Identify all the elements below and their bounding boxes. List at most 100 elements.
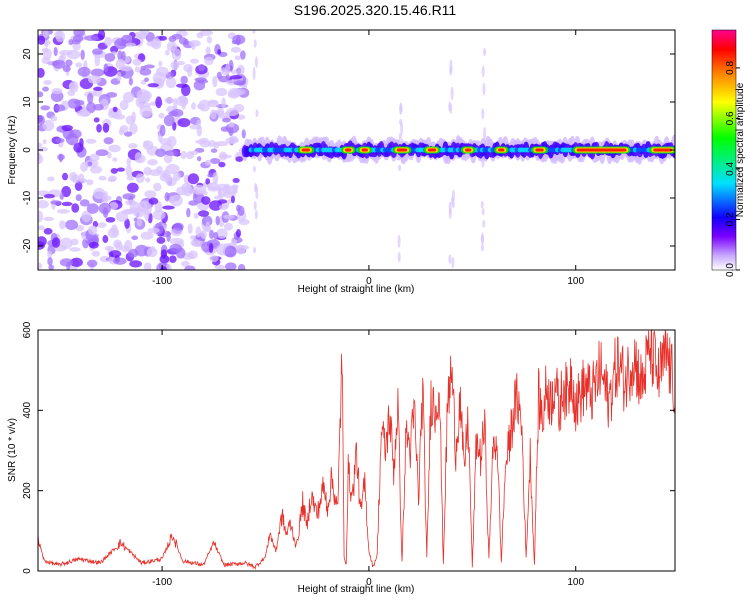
peak-core	[427, 148, 437, 152]
noise-blob	[43, 194, 55, 199]
noise-blob	[47, 250, 53, 258]
noise-streak	[252, 165, 256, 173]
noise-blob	[77, 66, 91, 77]
noise-blob	[73, 30, 85, 37]
noise-blob	[75, 224, 85, 232]
noise-streak	[397, 234, 401, 248]
noise-blob	[125, 165, 133, 177]
colorbar-tick-label: 0.6	[725, 111, 736, 125]
colorbar-tick-label: 0.2	[725, 212, 736, 226]
noise-blob	[165, 77, 177, 89]
noise-streak	[255, 109, 259, 118]
noise-blob	[96, 123, 102, 133]
noise-blob	[68, 38, 74, 46]
noise-blob	[152, 71, 167, 84]
snr-series	[38, 330, 675, 571]
noise-streak	[481, 208, 485, 216]
noise-blob	[204, 56, 214, 66]
noise-blob	[43, 227, 53, 235]
noise-blob	[42, 139, 47, 145]
noise-blob	[122, 91, 135, 103]
noise-blob	[148, 197, 159, 205]
noise-blob	[235, 156, 244, 162]
noise-blob	[155, 96, 163, 109]
noise-blob	[162, 205, 175, 210]
peak-core	[498, 148, 505, 152]
noise-blob	[131, 235, 139, 241]
noise-blob	[209, 158, 221, 165]
noise-streak	[254, 209, 258, 220]
noise-blob	[89, 153, 100, 162]
noise-blob	[38, 153, 44, 165]
noise-blob	[51, 88, 63, 95]
noise-streak	[451, 256, 455, 269]
noise-blob	[102, 235, 109, 244]
spectrogram-y-label: Frequency (Hz)	[7, 116, 18, 185]
noise-blob	[47, 176, 55, 182]
spectrogram-x-tick-label: 100	[567, 276, 584, 287]
noise-blob	[147, 159, 158, 166]
colorbar-gradient	[711, 29, 737, 271]
noise-blob	[188, 250, 198, 260]
noise-blob	[204, 159, 212, 166]
noise-blob	[139, 102, 152, 108]
noise-blob	[184, 265, 196, 270]
colorbar-tick-label: 0.0	[725, 263, 736, 277]
noise-blob	[233, 80, 246, 86]
noise-blob	[218, 154, 232, 159]
noise-blob	[43, 216, 54, 222]
noise-blob	[140, 231, 154, 240]
noise-blob	[144, 190, 157, 199]
noise-blob	[54, 104, 66, 112]
noise-blob	[231, 39, 242, 45]
noise-blob	[65, 59, 73, 67]
noise-blob	[93, 187, 106, 200]
noise-blob	[124, 239, 133, 252]
noise-blob	[75, 62, 83, 68]
noise-blob	[190, 58, 199, 64]
noise-blob	[38, 35, 46, 45]
noise-streak	[255, 185, 259, 194]
noise-blob	[108, 175, 118, 182]
noise-blob	[87, 161, 93, 167]
noise-blob	[94, 54, 101, 67]
noise-blob	[225, 63, 231, 75]
colorbar-tick-label: 0.8	[725, 61, 736, 75]
noise-blob	[116, 167, 125, 172]
noise-blob	[129, 260, 143, 268]
snr-x-tick-label: 0	[366, 577, 372, 588]
noise-blob	[135, 173, 145, 184]
colorbar: 0.0 0.2 0.4 0.6 0.8 Normalized spectral ampl…	[711, 29, 746, 277]
noise-blob	[50, 200, 62, 205]
noise-blob	[185, 151, 195, 160]
noise-blob	[129, 123, 138, 135]
noise-blob	[173, 98, 178, 110]
noise-blob	[164, 192, 170, 202]
noise-blob	[38, 262, 43, 269]
noise-blob	[53, 46, 58, 57]
noise-blob	[47, 61, 53, 66]
noise-blob	[42, 120, 55, 131]
noise-blob	[93, 86, 103, 91]
spectrogram-x-tick-label: 0	[366, 276, 372, 287]
noise-blob	[97, 222, 107, 229]
peak-core	[301, 148, 310, 152]
noise-blob	[165, 177, 177, 187]
noise-blob	[134, 244, 149, 257]
noise-blob	[64, 219, 79, 230]
noise-blob	[112, 106, 118, 113]
noise-blob	[128, 143, 138, 149]
noise-blob	[176, 83, 188, 88]
noise-blob	[110, 224, 118, 237]
noise-blob	[85, 138, 97, 144]
noise-blob	[129, 201, 141, 213]
noise-blob	[230, 195, 235, 204]
noise-streak	[252, 66, 256, 80]
noise-blob	[113, 113, 126, 120]
noise-blob	[86, 179, 94, 186]
noise-blob	[151, 38, 162, 50]
noise-blob	[90, 68, 105, 77]
noise-blob	[215, 215, 220, 226]
noise-streak	[450, 86, 454, 101]
